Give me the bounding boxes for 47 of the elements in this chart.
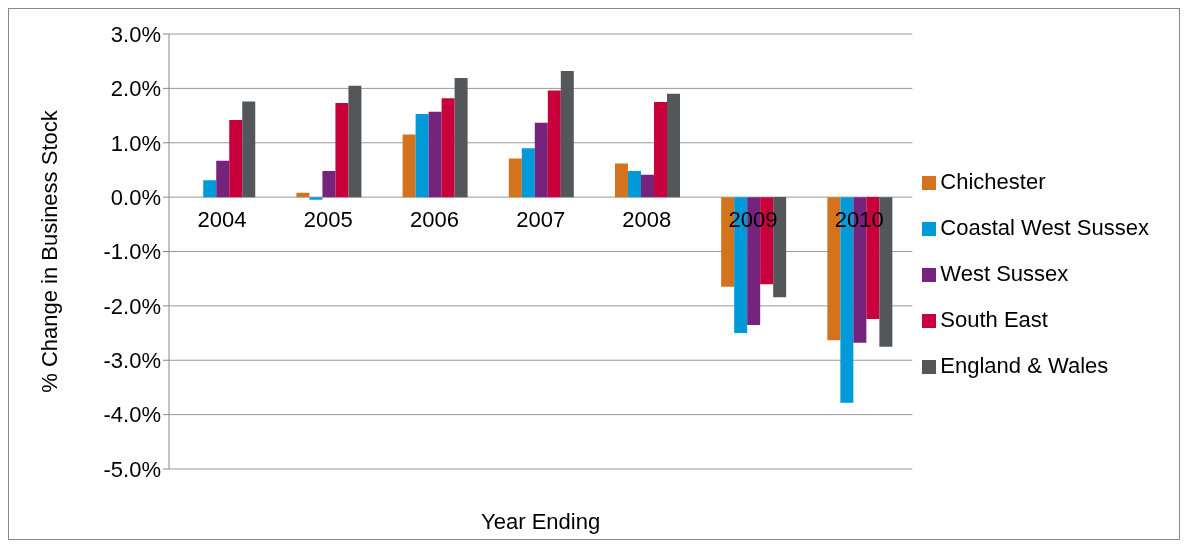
bar	[547, 90, 561, 198]
legend-label: England & Wales	[940, 353, 1109, 378]
bar	[640, 174, 654, 198]
bar	[335, 103, 349, 198]
x-tick-label: 2008	[622, 207, 672, 233]
bar	[534, 122, 548, 198]
bar	[666, 93, 680, 198]
legend-label: West Sussex	[940, 261, 1069, 286]
bar	[242, 101, 256, 198]
x-axis-title: Year Ending	[481, 509, 601, 534]
y-tick-label: -5.0%	[103, 456, 161, 482]
bar	[348, 85, 362, 198]
bar	[454, 78, 468, 198]
bar	[216, 160, 230, 198]
y-tick-label: -4.0%	[103, 402, 161, 428]
bar	[415, 113, 429, 198]
y-tick-label: -2.0%	[103, 293, 161, 319]
bar	[402, 134, 416, 198]
y-tick-label: 2.0%	[110, 76, 161, 102]
bar	[441, 98, 455, 198]
y-tick-label: -3.0%	[103, 348, 161, 374]
bar	[203, 180, 217, 198]
x-tick-label: 2010	[834, 207, 884, 233]
bar	[521, 148, 535, 198]
x-tick-label: 2009	[728, 207, 778, 233]
y-axis-title: % Change in Business Stock	[36, 109, 62, 393]
y-tick-label: 3.0%	[110, 21, 161, 47]
bar	[653, 101, 667, 198]
bar	[322, 171, 336, 198]
x-tick-label: 2005	[303, 207, 353, 233]
x-tick-label: 2006	[409, 207, 459, 233]
bar	[508, 158, 522, 198]
bar	[627, 171, 641, 198]
bar	[614, 163, 628, 198]
x-tick-label: 2007	[516, 207, 566, 233]
y-tick-label: -1.0%	[103, 239, 161, 265]
bar	[428, 111, 442, 198]
y-tick-label: 0.0%	[110, 184, 161, 210]
bar	[296, 192, 310, 198]
bar	[229, 119, 243, 198]
bar	[309, 197, 323, 200]
x-tick-label: 2004	[197, 207, 247, 233]
y-tick-label: 1.0%	[110, 130, 161, 156]
bar	[560, 70, 574, 198]
legend-label: Chichester	[940, 169, 1046, 194]
legend-label: Coastal West Sussex	[940, 215, 1149, 240]
legend-label: South East	[940, 307, 1048, 332]
